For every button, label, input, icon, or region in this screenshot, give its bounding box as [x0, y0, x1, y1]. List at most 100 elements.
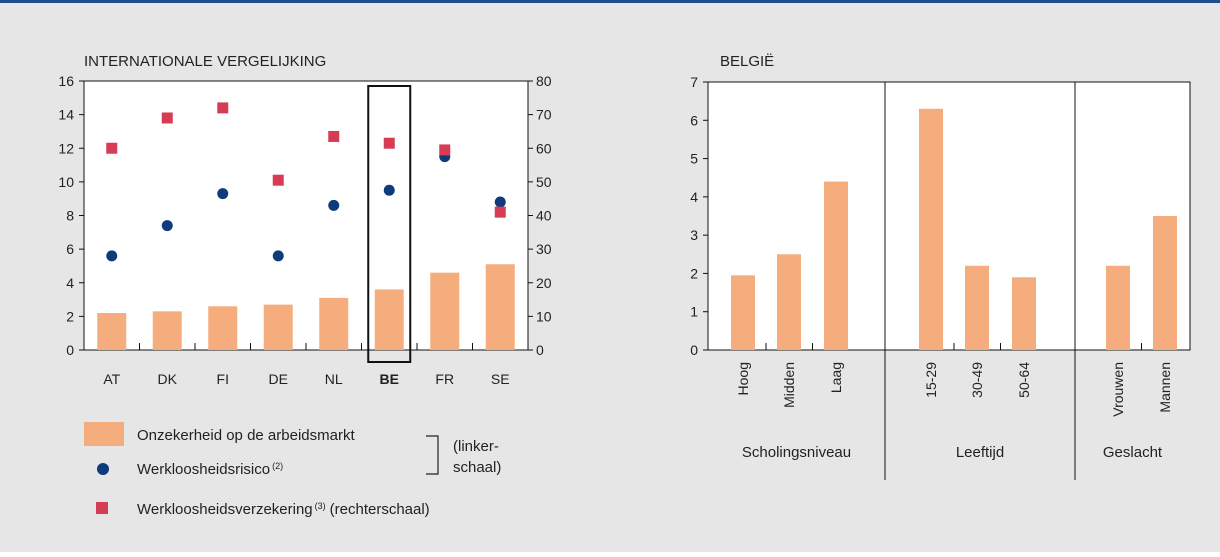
x-label-fi: FI: [217, 371, 229, 387]
y-tick-label-left: 12: [58, 140, 74, 156]
x-label-fr: FR: [435, 371, 454, 387]
y-tick-label-right: 40: [536, 208, 552, 224]
bar-fr: [430, 272, 460, 350]
y-tick-label-left: 6: [66, 241, 74, 257]
bar-laag: [824, 181, 848, 350]
y-tick-label-left: 4: [66, 275, 74, 291]
left-chart-title: INTERNATIONALE VERGELIJKING: [84, 53, 326, 70]
y-tick-label-right: 0: [536, 342, 544, 358]
circle-point-fi: [217, 188, 229, 200]
bar-15-29: [919, 108, 943, 350]
x-label-30-49: 30-49: [969, 362, 985, 398]
x-label-15-29: 15-29: [923, 362, 939, 398]
bar-50-64: [1012, 277, 1036, 350]
left-y-axis-ticks: 0 2 4 6 8 10 12 14 16: [58, 73, 84, 358]
square-point-fi: [217, 102, 229, 114]
right-chart-y-tick-label: 3: [690, 227, 698, 243]
left-x-ticks: [139, 343, 473, 350]
legend-label-circle: Werkloosheidsrisico (2): [137, 461, 283, 478]
circle-point-nl: [328, 199, 340, 211]
y-tick-label-left: 10: [58, 174, 74, 190]
square-point-fr: [439, 144, 451, 156]
right-chart-y-tick-label: 7: [690, 74, 698, 90]
bar-de: [263, 304, 293, 350]
y-tick-label-left: 2: [66, 308, 74, 324]
x-label-laag: Laag: [828, 362, 844, 393]
y-tick-label-right: 50: [536, 174, 552, 190]
left-circle-series: [106, 151, 506, 262]
x-label-hoog: Hoog: [735, 362, 751, 395]
bar-hoog: [731, 275, 755, 350]
y-tick-label-left: 14: [58, 107, 74, 123]
y-tick-label-right: 30: [536, 241, 552, 257]
circle-point-be: [383, 184, 395, 196]
right-chart-title: BELGIË: [720, 53, 774, 70]
square-point-dk: [161, 112, 173, 124]
square-point-se: [494, 206, 506, 218]
legend: Onzekerheid op de arbeidsmarkt Werkloosh…: [84, 422, 501, 518]
square-point-nl: [328, 130, 340, 142]
y-tick-label-right: 20: [536, 275, 552, 291]
right-bar-series: [731, 108, 1177, 350]
bar-nl: [319, 297, 349, 350]
bar-fi: [208, 306, 238, 350]
bar-se: [485, 264, 515, 350]
bar-mannen: [1153, 216, 1177, 350]
circle-point-dk: [161, 220, 173, 232]
right-chart-y-tick-label: 4: [690, 189, 698, 205]
group-label-scholingsniveau: Scholingsniveau: [742, 444, 851, 461]
bar-dk: [152, 311, 182, 350]
x-label-at: AT: [103, 371, 120, 387]
legend-circle-swatch: [97, 463, 109, 475]
left-bar-series: [97, 264, 515, 350]
circle-point-at: [106, 250, 118, 262]
left-square-series: [106, 102, 506, 218]
circle-point-de: [272, 250, 284, 262]
square-point-de: [272, 174, 284, 186]
legend-bracket: [426, 435, 439, 475]
legend-bar-swatch: [84, 422, 124, 446]
bar-midden: [777, 254, 801, 350]
y-tick-label-left: 8: [66, 208, 74, 224]
left-plot-area: [83, 80, 529, 351]
bar-be: [374, 289, 404, 350]
legend-square-swatch: [96, 502, 108, 514]
right-chart-y-tick-label: 6: [690, 112, 698, 128]
x-label-vrouwen: Vrouwen: [1110, 362, 1126, 417]
y-tick-label-right: 80: [536, 73, 552, 89]
x-label-se: SE: [491, 371, 510, 387]
right-chart-y-ticks: 0 1 2 3 4 5 6 7: [690, 74, 708, 358]
square-point-be: [383, 137, 395, 149]
bar-vrouwen: [1106, 265, 1130, 350]
left-x-labels: AT DK FI DE NL BE FR SE: [103, 371, 509, 387]
right-chart-y-tick-label: 0: [690, 342, 698, 358]
right-group-labels: Scholingsniveau Leeftijd Geslacht: [742, 82, 1163, 480]
right-x-labels: Hoog Midden Laag 15-29 30-49 50-64 Vrouwen Mann…: [735, 343, 1173, 417]
legend-bracket-line2: schaal): [453, 459, 501, 476]
right-y-axis-ticks: 0 10 20 30 40 50 60 70 80: [528, 73, 552, 358]
square-point-at: [106, 142, 118, 154]
y-tick-label-right: 70: [536, 107, 552, 123]
x-label-dk: DK: [158, 371, 178, 387]
y-tick-label-left: 16: [58, 73, 74, 89]
legend-bracket-line1: (linker-: [453, 438, 499, 455]
x-label-de: DE: [269, 371, 288, 387]
x-label-50-64: 50-64: [1016, 362, 1032, 398]
legend-label-bar: Onzekerheid op de arbeidsmarkt: [137, 427, 355, 444]
right-chart-y-tick-label: 1: [690, 304, 698, 320]
y-tick-label-left: 0: [66, 342, 74, 358]
circle-point-se: [494, 196, 506, 208]
x-label-nl: NL: [325, 371, 343, 387]
right-chart-y-tick-label: 2: [690, 265, 698, 281]
right-chart-y-tick-label: 5: [690, 151, 698, 167]
legend-label-square: Werkloosheidsverzekering (3) (rechterschaa…: [137, 501, 430, 518]
y-tick-label-right: 10: [536, 308, 552, 324]
group-label-geslacht: Geslacht: [1103, 444, 1163, 461]
x-label-midden: Midden: [781, 362, 797, 408]
highlight-box-be: [367, 85, 412, 363]
group-label-leeftijd: Leeftijd: [956, 444, 1004, 461]
y-tick-label-right: 60: [536, 140, 552, 156]
bar-30-49: [965, 265, 989, 350]
